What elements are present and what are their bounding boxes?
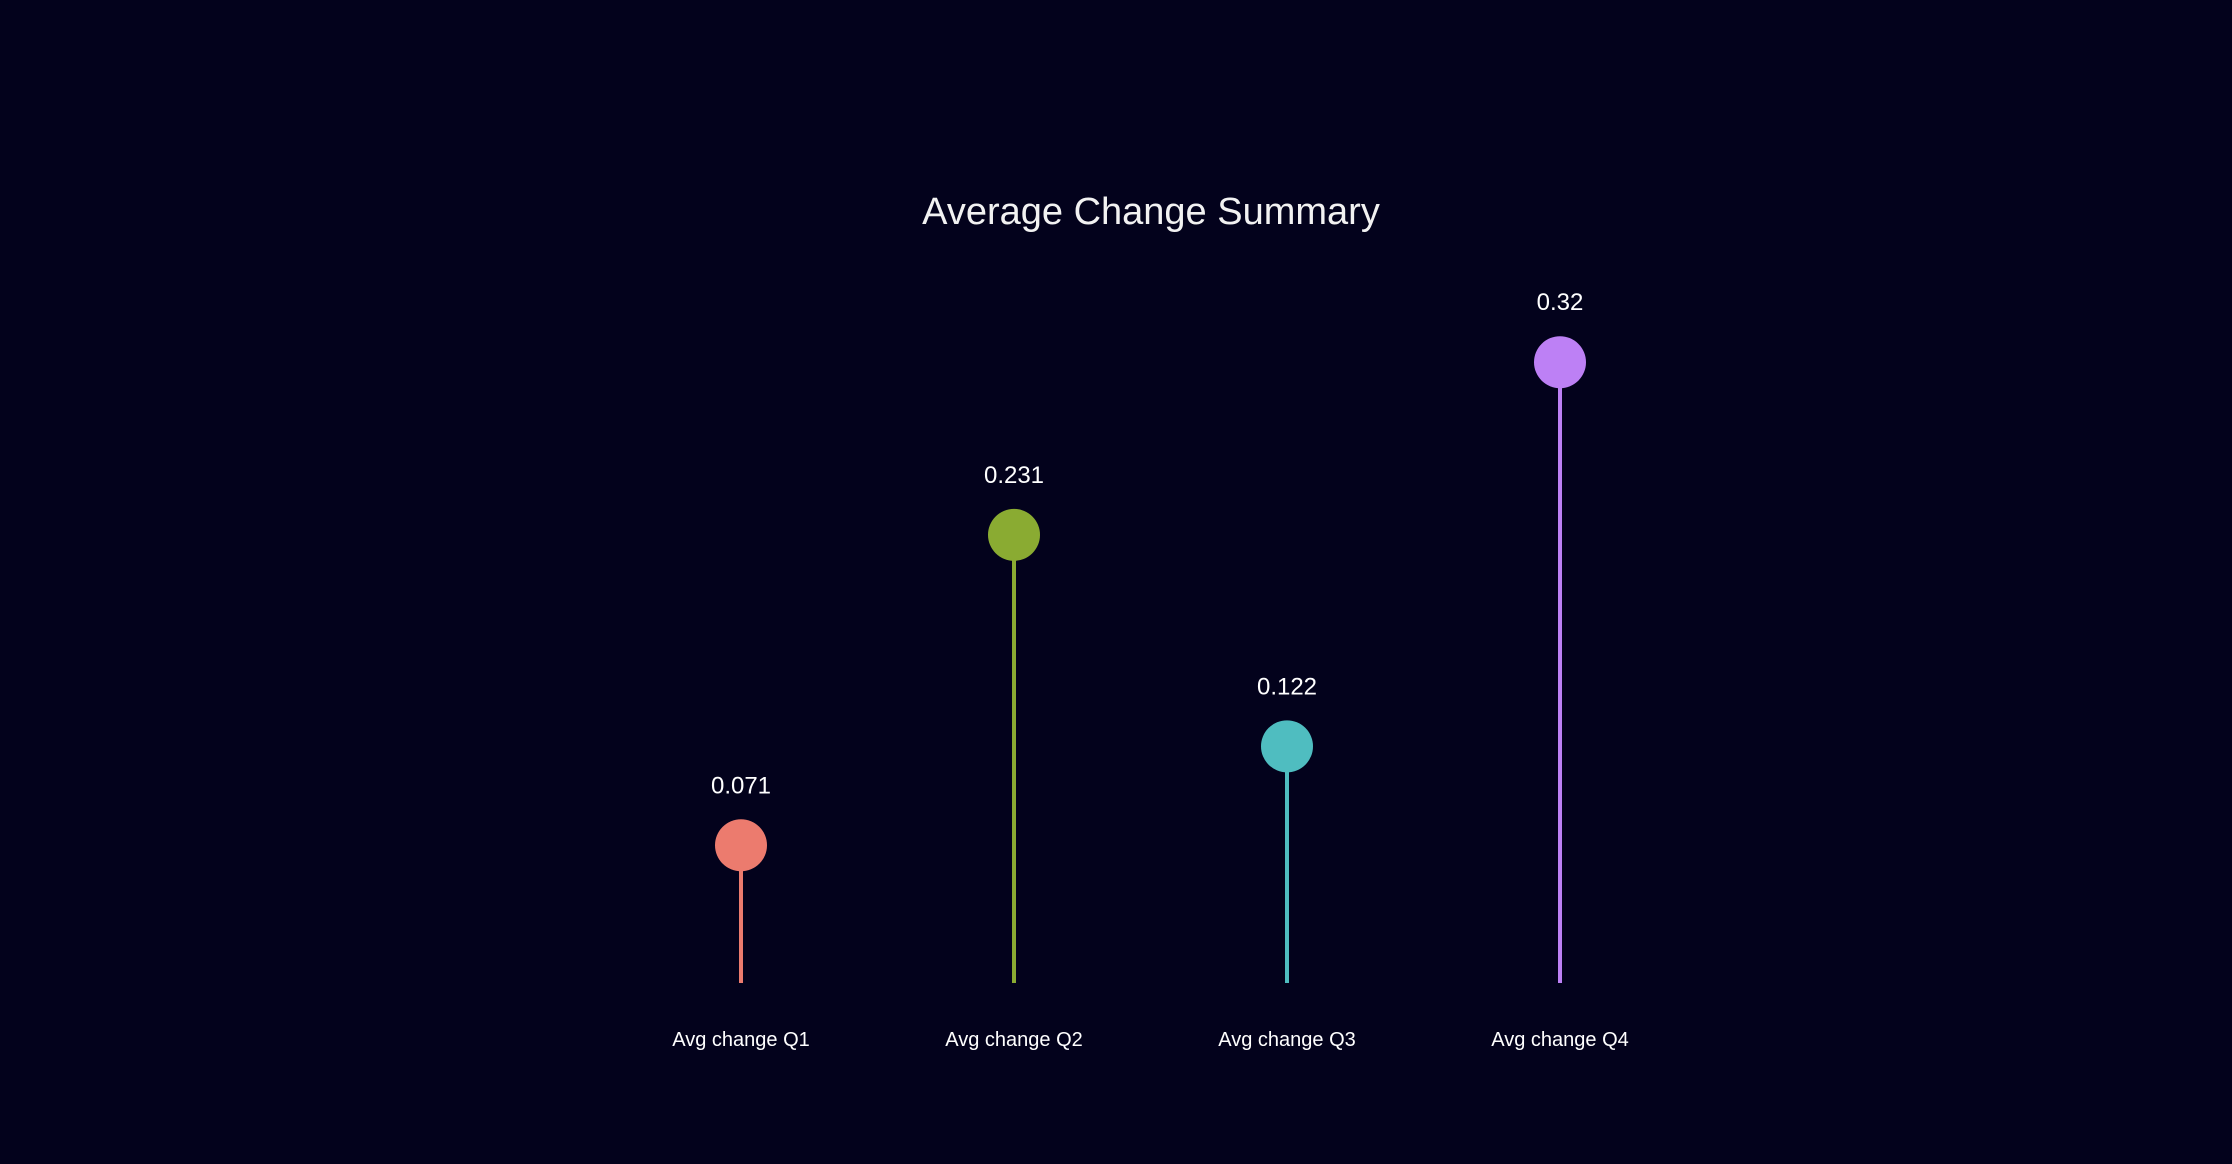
x-tick-label: Avg change Q3 (1218, 1029, 1356, 1051)
lollipop-point[interactable] (988, 508, 1040, 561)
data-label: 0.32 (1537, 289, 1584, 316)
lollipop-point[interactable] (1261, 720, 1313, 773)
lollipop-point[interactable] (715, 819, 767, 872)
x-tick-label: Avg change Q2 (945, 1029, 1083, 1051)
data-label: 0.071 (711, 772, 771, 799)
chart-title: Average Change Summary (922, 191, 1380, 233)
x-tick-label: Avg change Q4 (1491, 1029, 1629, 1051)
data-label: 0.231 (984, 462, 1044, 489)
chart-marks: 0.071 Avg change Q1 0.231 Avg change Q2 0.12… (672, 289, 1629, 1051)
lollipop-point[interactable] (1534, 336, 1586, 389)
data-label: 0.122 (1257, 673, 1317, 700)
x-tick-label: Avg change Q1 (672, 1029, 810, 1051)
